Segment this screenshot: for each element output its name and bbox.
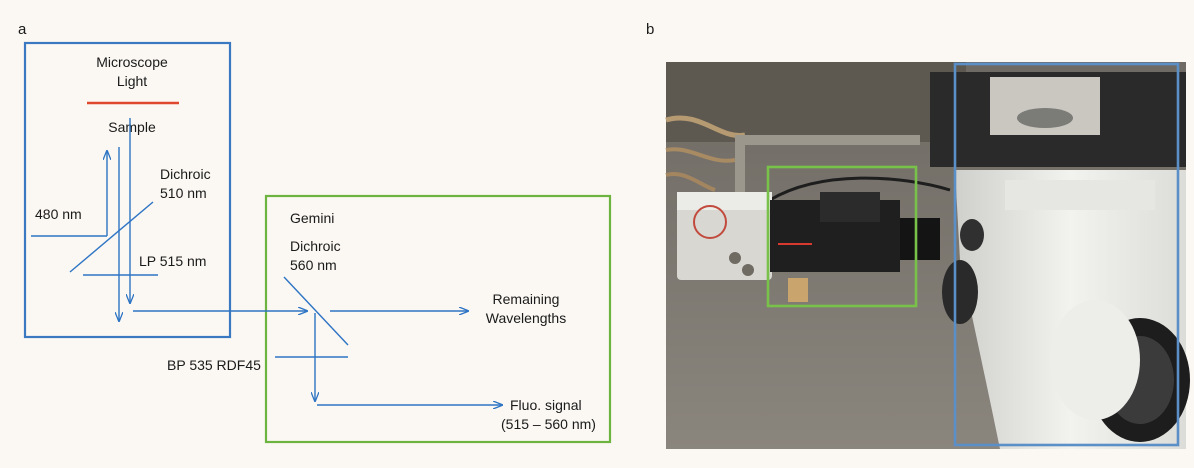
sample-label: Sample xyxy=(108,119,156,135)
fluo-label-line2: (515 – 560 nm) xyxy=(501,416,596,432)
microscope-box xyxy=(23,41,232,339)
dichroic2-label-line1: Dichroic xyxy=(290,238,341,254)
microscope-light-label-line1: Microscope xyxy=(96,54,168,70)
microscope-highlight-box xyxy=(953,62,1180,447)
camera-highlight-box xyxy=(766,165,918,308)
remaining-label-line2: Wavelengths xyxy=(486,310,566,326)
bp-filter-label: BP 535 RDF45 xyxy=(167,357,261,373)
fluo-label-line1: Fluo. signal xyxy=(510,397,582,413)
dichroic1-label-line1: Dichroic xyxy=(160,166,211,182)
gemini-box xyxy=(264,194,612,444)
panel-a-letter: a xyxy=(18,21,27,38)
setup-photo xyxy=(665,62,1190,449)
dichroic-mirror-560 xyxy=(283,276,349,346)
microscope-light-label-line2: Light xyxy=(117,73,147,89)
lp-filter-label: LP 515 nm xyxy=(139,253,206,269)
remaining-label-line1: Remaining xyxy=(493,291,560,307)
panel-b: b xyxy=(646,21,1190,449)
gemini-label: Gemini xyxy=(290,210,334,226)
dichroic2-label-line2: 560 nm xyxy=(290,257,337,273)
dichroic-mirror-510 xyxy=(69,201,154,273)
panel-a: a Microscope Light Sample Dichroic 510 n… xyxy=(18,21,612,444)
panel-b-letter: b xyxy=(646,21,654,38)
laser-wavelength-label: 480 nm xyxy=(35,206,82,222)
dichroic1-label-line2: 510 nm xyxy=(160,185,207,201)
